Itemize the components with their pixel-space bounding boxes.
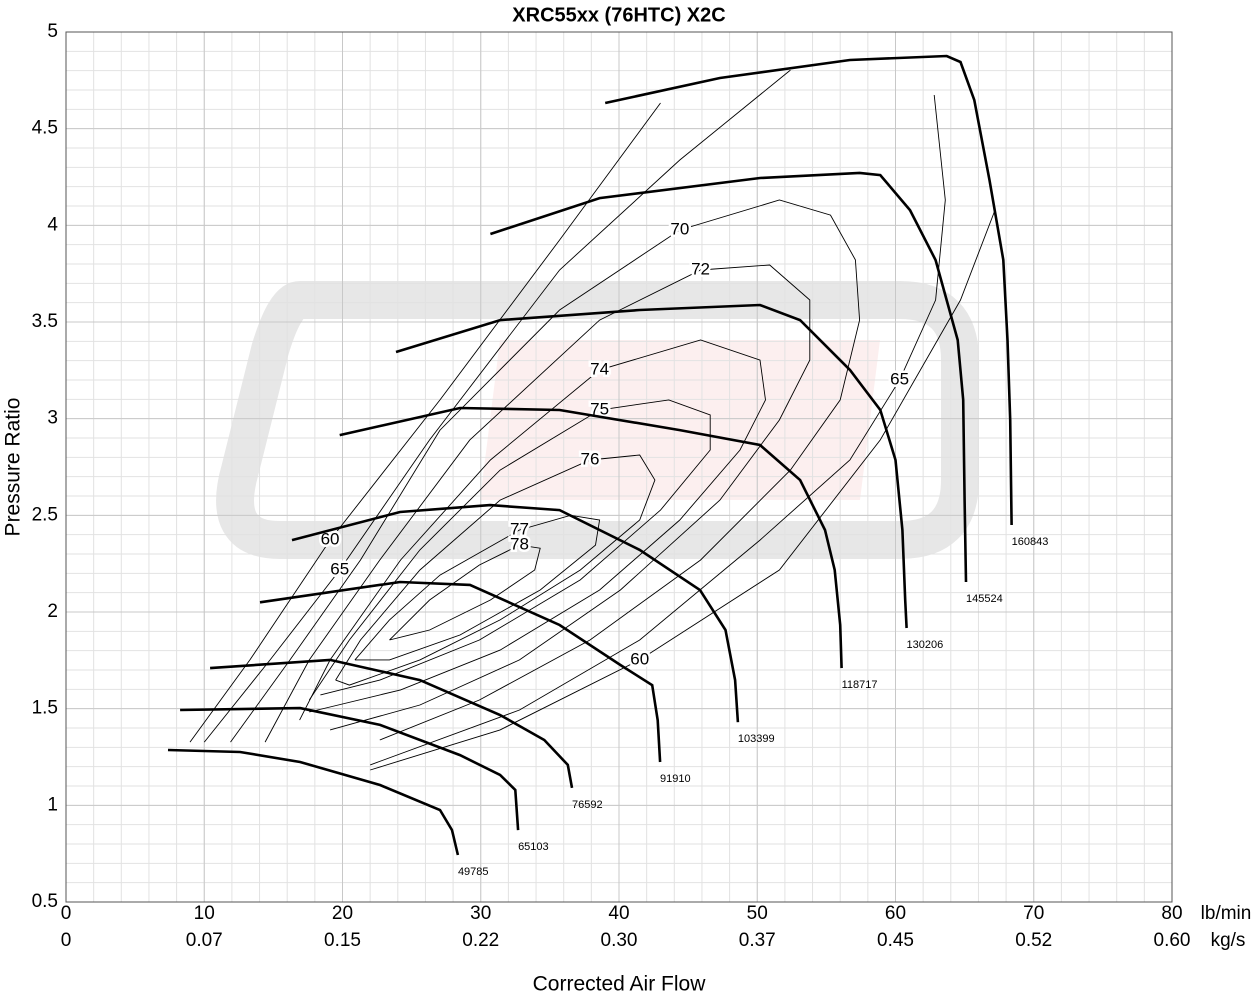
plot-frame	[65, 31, 1173, 903]
speed-label: 160843	[1012, 536, 1049, 548]
x2-tick-label: 0.15	[324, 930, 361, 951]
x-tick-label: 20	[332, 903, 353, 924]
contour-label: 60	[630, 649, 649, 668]
x-tick-label: 50	[747, 903, 768, 924]
x-tick-label: 70	[1023, 903, 1044, 924]
y-tick-label: 1	[47, 794, 58, 815]
speed-line	[180, 706, 520, 831]
y-tick-label: 2	[47, 601, 58, 622]
efficiency-contour	[335, 454, 656, 686]
speed-label: 130206	[907, 639, 944, 651]
speed-line	[291, 503, 740, 723]
y-tick-label: 5	[47, 21, 58, 42]
grid	[65, 31, 1173, 903]
x-tick-label: 60	[885, 903, 906, 924]
y-axis-label: Pressure Ratio	[2, 398, 25, 537]
y-tick-label: 4.5	[32, 118, 58, 139]
contour-label: 77	[510, 520, 529, 539]
x2-tick-label: 0.30	[601, 930, 638, 951]
efficiency-contour	[189, 102, 996, 771]
y-tick-label: 3.5	[32, 311, 58, 332]
speed-line	[210, 658, 574, 789]
speed-line	[489, 171, 968, 583]
y-tick-label: 0.5	[32, 891, 58, 912]
speed-label: 49785	[458, 866, 489, 878]
x-tick-label: 30	[470, 903, 491, 924]
y-tick-label: 4	[47, 214, 58, 235]
x2-tick-label: 0.52	[1015, 930, 1052, 951]
speed-line	[167, 748, 460, 856]
y-tick-label: 3	[47, 408, 58, 429]
efficiency-contour	[230, 199, 861, 743]
x-tick-label: 10	[194, 903, 215, 924]
x2-tick-label: 0.22	[462, 930, 499, 951]
contour-label: 72	[691, 259, 710, 278]
speed-line	[604, 54, 1013, 526]
x-tick-label: 80	[1161, 903, 1182, 924]
contour-label: 76	[581, 450, 600, 469]
x2-tick-label: 0.45	[877, 930, 914, 951]
efficiency-contour	[354, 514, 601, 661]
watermark	[216, 281, 979, 559]
efficiency-contour	[203, 69, 946, 766]
speed-line	[339, 406, 843, 669]
x2-tick-label: 0	[61, 930, 72, 951]
efficiency-contour	[299, 339, 766, 721]
x-unit-label: lb/min	[1201, 903, 1252, 924]
y-tick-label: 1.5	[32, 698, 58, 719]
speed-line	[395, 303, 908, 629]
chart-title: XRC55xx (76HTC) X2C	[512, 4, 725, 26]
contour-label: 65	[890, 369, 909, 388]
speed-label: 76592	[572, 799, 603, 811]
contour-label: 65	[330, 560, 349, 579]
speed-label: 65103	[518, 841, 549, 853]
x-tick-label: 40	[608, 903, 629, 924]
contour-label: 78	[510, 535, 529, 554]
contour-label: 74	[590, 359, 609, 378]
speed-label: 91910	[660, 773, 691, 785]
speed-line	[259, 580, 662, 763]
speed-label: 118717	[842, 679, 878, 691]
contour-label: 70	[670, 219, 689, 238]
speed-label: 103399	[738, 733, 775, 745]
x-tick-label: 0	[61, 903, 72, 924]
x2-tick-label: 0.37	[739, 930, 776, 951]
y-tick-label: 2.5	[32, 504, 58, 525]
speed-label: 145524	[966, 593, 1003, 605]
x2-tick-label: 0.60	[1154, 930, 1191, 951]
x2-tick-label: 0.07	[186, 930, 223, 951]
efficiency-contour	[264, 264, 811, 743]
watermark-shape	[480, 340, 880, 500]
x2-unit-label: kg/s	[1211, 930, 1246, 951]
efficiency-contour	[389, 544, 541, 641]
x-axis-label: Corrected Air Flow	[533, 973, 707, 996]
efficiency-contour	[308, 399, 711, 701]
